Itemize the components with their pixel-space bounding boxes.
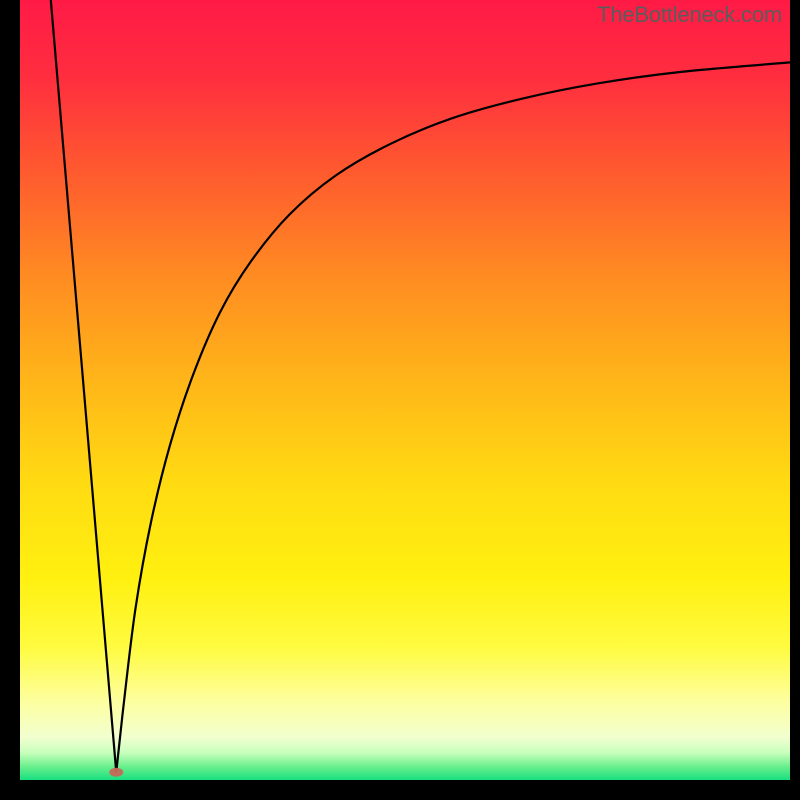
curve-right-branch — [116, 62, 790, 772]
curve-svg — [20, 0, 790, 780]
curve-left-branch — [51, 0, 116, 772]
minimum-marker — [109, 768, 123, 777]
plot-area: TheBottleneck.com — [20, 0, 790, 780]
chart-frame: TheBottleneck.com — [0, 0, 800, 800]
